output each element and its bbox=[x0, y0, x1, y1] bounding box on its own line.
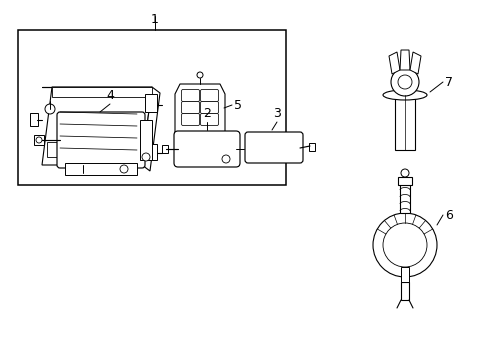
Bar bbox=[145, 94, 157, 112]
Circle shape bbox=[197, 72, 203, 78]
Bar bbox=[18, 30, 286, 185]
Bar bbox=[395, 95, 415, 150]
Bar bbox=[145, 144, 157, 160]
Bar bbox=[398, 177, 412, 185]
Circle shape bbox=[401, 169, 409, 177]
Circle shape bbox=[45, 104, 55, 114]
FancyBboxPatch shape bbox=[181, 113, 199, 126]
FancyBboxPatch shape bbox=[181, 90, 199, 102]
Ellipse shape bbox=[383, 90, 427, 100]
Bar bbox=[400, 183, 410, 213]
Bar bbox=[162, 145, 168, 153]
FancyBboxPatch shape bbox=[200, 102, 219, 113]
Bar bbox=[140, 120, 152, 160]
Text: 7: 7 bbox=[445, 76, 453, 89]
FancyBboxPatch shape bbox=[200, 90, 219, 102]
Bar bbox=[34, 135, 44, 145]
Text: 6: 6 bbox=[445, 208, 453, 221]
Polygon shape bbox=[175, 84, 225, 152]
Bar bbox=[47, 142, 67, 157]
Bar bbox=[401, 282, 409, 300]
Bar bbox=[401, 267, 409, 282]
FancyBboxPatch shape bbox=[245, 132, 303, 163]
Circle shape bbox=[142, 153, 150, 161]
Text: 1: 1 bbox=[151, 13, 159, 26]
Text: 5: 5 bbox=[234, 99, 242, 112]
Polygon shape bbox=[400, 50, 410, 70]
FancyBboxPatch shape bbox=[181, 102, 199, 113]
Polygon shape bbox=[52, 87, 152, 97]
Text: 2: 2 bbox=[203, 107, 211, 120]
Bar bbox=[65, 163, 137, 175]
Circle shape bbox=[120, 165, 128, 173]
Polygon shape bbox=[42, 87, 152, 165]
Circle shape bbox=[391, 68, 419, 96]
FancyBboxPatch shape bbox=[174, 131, 240, 167]
Circle shape bbox=[373, 213, 437, 277]
Bar bbox=[30, 113, 38, 126]
Polygon shape bbox=[389, 52, 400, 74]
Polygon shape bbox=[142, 87, 160, 171]
Circle shape bbox=[222, 155, 230, 163]
Polygon shape bbox=[410, 52, 421, 74]
Circle shape bbox=[36, 137, 42, 143]
Bar bbox=[309, 143, 315, 151]
FancyBboxPatch shape bbox=[200, 113, 219, 126]
Bar bbox=[72, 163, 94, 173]
Text: 4: 4 bbox=[106, 89, 114, 102]
Text: 3: 3 bbox=[273, 107, 281, 120]
Bar bbox=[185, 139, 215, 149]
Circle shape bbox=[383, 223, 427, 267]
FancyBboxPatch shape bbox=[57, 112, 145, 168]
Circle shape bbox=[398, 75, 412, 89]
